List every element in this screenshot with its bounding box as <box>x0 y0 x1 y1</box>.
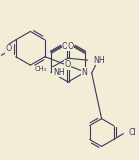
Text: O: O <box>62 42 68 51</box>
Text: CH₃: CH₃ <box>35 66 47 72</box>
Text: NH: NH <box>53 68 64 77</box>
Text: O: O <box>65 60 71 69</box>
Text: N: N <box>82 68 88 77</box>
Text: Cl: Cl <box>128 128 136 137</box>
Text: O: O <box>68 42 74 51</box>
Text: O: O <box>6 44 12 53</box>
Text: NH: NH <box>94 56 106 65</box>
